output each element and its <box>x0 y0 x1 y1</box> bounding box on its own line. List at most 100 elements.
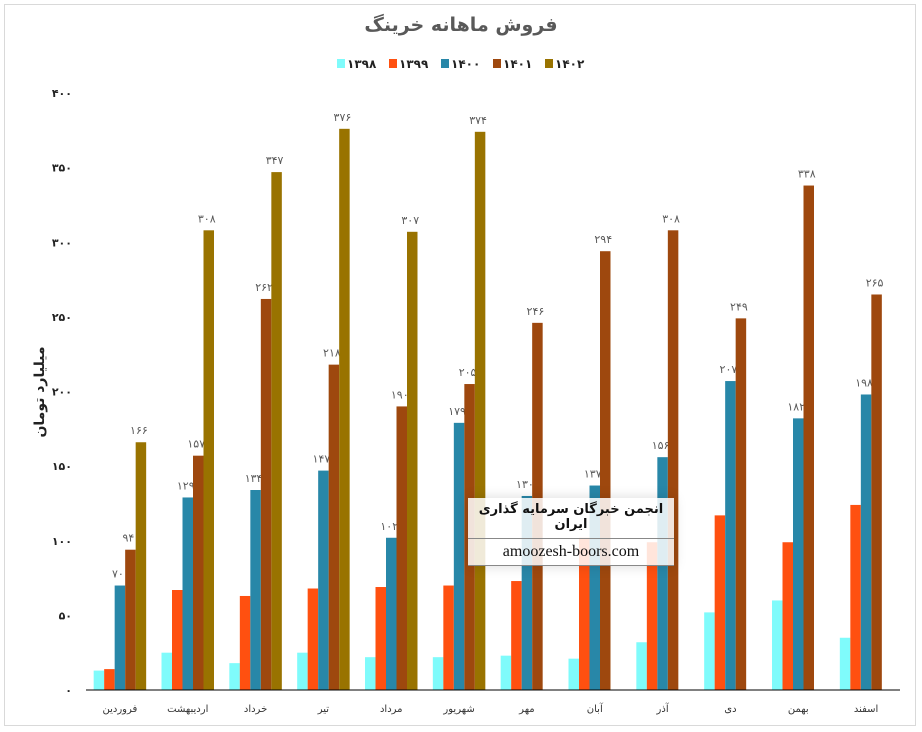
x-tick-label: اسفند <box>854 704 878 715</box>
data-label: ۳۷۴ <box>469 114 487 127</box>
legend-swatch <box>441 59 449 68</box>
bar-۱۴۰۰ <box>453 422 465 690</box>
bar-۱۴۰۱ <box>871 294 882 690</box>
legend-swatch <box>389 59 397 68</box>
x-tick-label: فروردین <box>103 704 138 715</box>
legend-swatch <box>493 59 501 68</box>
x-axis: فروردین اردیبهشت خرداد تیر مرداد شهریور مهر آبا… <box>86 689 900 715</box>
bar-۱۳۹۸ <box>93 670 105 690</box>
bar-۱۳۹۸ <box>229 663 240 690</box>
y-tick-label: ۰ <box>65 684 72 697</box>
bar-۱۴۰۰ <box>114 585 126 690</box>
bar-۱۳۹۹ <box>375 587 386 690</box>
x-tick-label: مرداد <box>380 704 403 715</box>
x-tick-label: تیر <box>317 704 330 715</box>
data-label: ۳۰۸ <box>662 212 680 225</box>
bar-۱۳۹۸ <box>772 600 783 690</box>
bar-۱۴۰۰ <box>793 418 804 690</box>
bar-۱۳۹۹ <box>646 542 658 690</box>
bar-۱۳۹۸ <box>365 657 376 690</box>
data-label: ۲۴۹ <box>730 300 748 313</box>
data-label: ۱۹۸ <box>855 376 873 389</box>
bar-۱۳۹۸ <box>297 652 308 690</box>
bar-۱۴۰۰ <box>182 497 193 690</box>
data-label: ۷۰ <box>112 568 124 581</box>
y-tick-label: ۵۰ <box>59 609 72 622</box>
data-label: ۳۰۸ <box>198 212 216 225</box>
bar-۱۳۹۸ <box>636 642 647 690</box>
chart-title: فروش ماهانه خرینگ <box>364 13 557 36</box>
x-tick-label: آذر <box>656 702 670 715</box>
legend-label: ۱۳۹۸ <box>347 57 377 71</box>
bar-۱۴۰۱ <box>600 251 611 690</box>
bar-۱۴۰۰ <box>860 394 872 690</box>
x-tick-label: اردیبهشت <box>167 704 208 715</box>
bar-۱۴۰۲ <box>135 442 147 690</box>
data-label: ۳۴۷ <box>266 154 284 167</box>
bar-۱۳۹۸ <box>568 658 579 690</box>
data-label: ۲۰۵ <box>459 366 477 379</box>
bar-۱۳۹۹ <box>104 669 115 690</box>
watermark-line2: amoozesh-boors.com <box>468 539 674 566</box>
x-tick-label: دی <box>724 704 736 715</box>
bar-۱۴۰۲ <box>339 128 350 690</box>
bar-۱۳۹۸ <box>500 655 512 690</box>
data-label: ۱۰۲ <box>380 520 398 533</box>
legend-label: ۱۴۰۲ <box>555 57 585 71</box>
bar-۱۴۰۰ <box>318 470 329 690</box>
legend-label: ۱۴۰۱ <box>503 57 532 71</box>
data-label: ۱۳۰ <box>516 478 534 491</box>
bar-۱۳۹۹ <box>307 588 319 690</box>
x-tick-label: شهریور <box>442 704 474 715</box>
bar-۱۴۰۰ <box>725 381 736 690</box>
bar-۱۳۹۹ <box>511 581 522 690</box>
data-label: ۱۵۶ <box>652 439 670 452</box>
data-label: ۲۱۸ <box>323 347 341 360</box>
bar-۱۳۹۹ <box>579 537 590 690</box>
data-label: ۲۹۴ <box>594 233 612 246</box>
bar-۱۳۹۹ <box>172 590 183 690</box>
y-axis-label: میلیارد تومان <box>32 346 48 437</box>
bar-۱۴۰۱ <box>125 549 136 690</box>
data-label: ۲۶۲ <box>255 281 273 294</box>
bar-۱۳۹۹ <box>850 504 861 690</box>
y-tick-label: ۲۵۰ <box>52 311 72 324</box>
data-label: ۱۴۷ <box>313 453 331 466</box>
bar-۱۳۹۸ <box>704 612 715 690</box>
data-label: ۱۵۷ <box>187 438 205 451</box>
y-axis: ۰ ۵۰ ۱۰۰ ۱۵۰ ۲۰۰ ۲۵۰ ۳۰۰ ۳۵۰ ۴۰۰ <box>52 87 72 697</box>
bar-۱۴۰۲ <box>474 131 486 690</box>
legend-swatch <box>545 59 553 68</box>
data-label: ۲۰۷ <box>720 363 738 376</box>
bar-۱۴۰۰ <box>521 495 533 690</box>
bar-۱۳۹۹ <box>714 515 726 690</box>
y-tick-label: ۱۰۰ <box>52 535 72 548</box>
bar-۱۴۰۲ <box>407 231 418 691</box>
data-label: ۲۴۶ <box>527 305 545 318</box>
bar-۱۴۰۲ <box>271 172 282 691</box>
data-label: ۱۸۲ <box>787 400 805 413</box>
data-label: ۳۳۸ <box>798 168 816 181</box>
bar-۱۳۹۸ <box>161 652 172 690</box>
data-label: ۱۳۴ <box>245 472 263 485</box>
bar-۱۴۰۱ <box>193 455 204 690</box>
x-tick-label: مهر <box>518 704 534 715</box>
data-label: ۱۳۷ <box>584 468 602 481</box>
y-tick-label: ۲۰۰ <box>52 386 72 399</box>
bar-۱۴۰۱ <box>260 298 272 690</box>
bar-۱۴۰۰ <box>589 485 600 690</box>
legend-swatch <box>337 59 345 68</box>
bar-۱۴۰۲ <box>203 230 214 690</box>
bar-۱۴۰۱ <box>667 230 679 690</box>
bar-۱۴۰۱ <box>396 406 407 690</box>
bar-۱۳۹۹ <box>443 585 454 690</box>
bar-۱۴۰۱ <box>328 364 340 690</box>
bar-۱۳۹۸ <box>839 637 851 690</box>
y-tick-label: ۱۵۰ <box>52 460 72 473</box>
y-tick-label: ۴۰۰ <box>52 87 72 100</box>
data-label: ۱۹۰ <box>391 388 409 401</box>
bar-۱۴۰۱ <box>735 318 747 690</box>
legend-label: ۱۳۹۹ <box>399 57 429 71</box>
data-label: ۹۴ <box>123 532 135 545</box>
data-label: ۱۷۹ <box>448 405 466 418</box>
